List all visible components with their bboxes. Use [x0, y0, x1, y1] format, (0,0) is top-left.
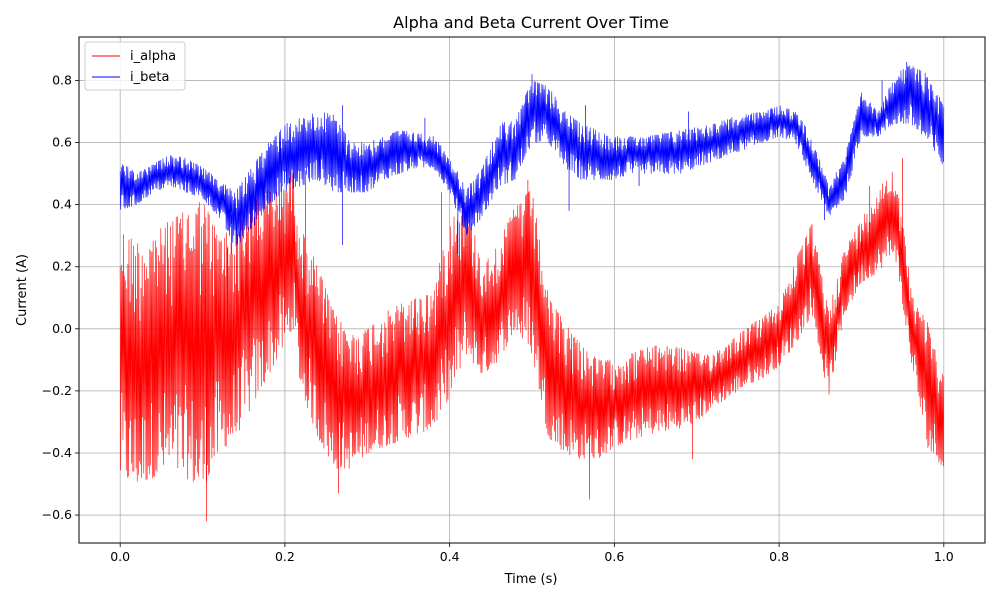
y-tick-label: 0.0 — [52, 321, 72, 336]
plot-series — [119, 61, 945, 522]
y-tick-label: −0.6 — [42, 507, 72, 522]
y-tick-label: 0.2 — [52, 259, 72, 274]
x-tick-label: 1.0 — [934, 549, 954, 564]
legend-label-i-beta: i_beta — [130, 70, 169, 85]
x-tick-label: 0.2 — [275, 549, 295, 564]
legend: i_alpha i_beta — [84, 41, 186, 91]
x-tick-label: 0.8 — [769, 549, 789, 564]
y-tick-label: −0.4 — [42, 445, 72, 460]
x-tick-label: 0.0 — [110, 549, 130, 564]
legend-label-i-alpha: i_alpha — [130, 49, 176, 64]
chart-title: Alpha and Beta Current Over Time — [393, 13, 669, 32]
ticks: 0.0 0.2 0.4 0.6 0.8 1.0 −0.6 −0.4 −0.2 0.0 0.2 0.4 0… — [42, 72, 954, 564]
x-tick-label: 0.6 — [604, 549, 624, 564]
y-axis-label: Current (A) — [15, 254, 30, 326]
y-tick-label: 0.6 — [52, 135, 72, 150]
plot-frame — [78, 36, 986, 544]
series-line-i-alpha — [119, 171, 945, 482]
x-tick-label: 0.4 — [440, 549, 460, 564]
y-tick-label: 0.4 — [52, 197, 72, 212]
y-tick-label: 0.8 — [52, 72, 72, 87]
x-axis-label: Time (s) — [504, 572, 558, 587]
y-tick-label: −0.2 — [42, 383, 72, 398]
legend-box — [84, 41, 186, 91]
